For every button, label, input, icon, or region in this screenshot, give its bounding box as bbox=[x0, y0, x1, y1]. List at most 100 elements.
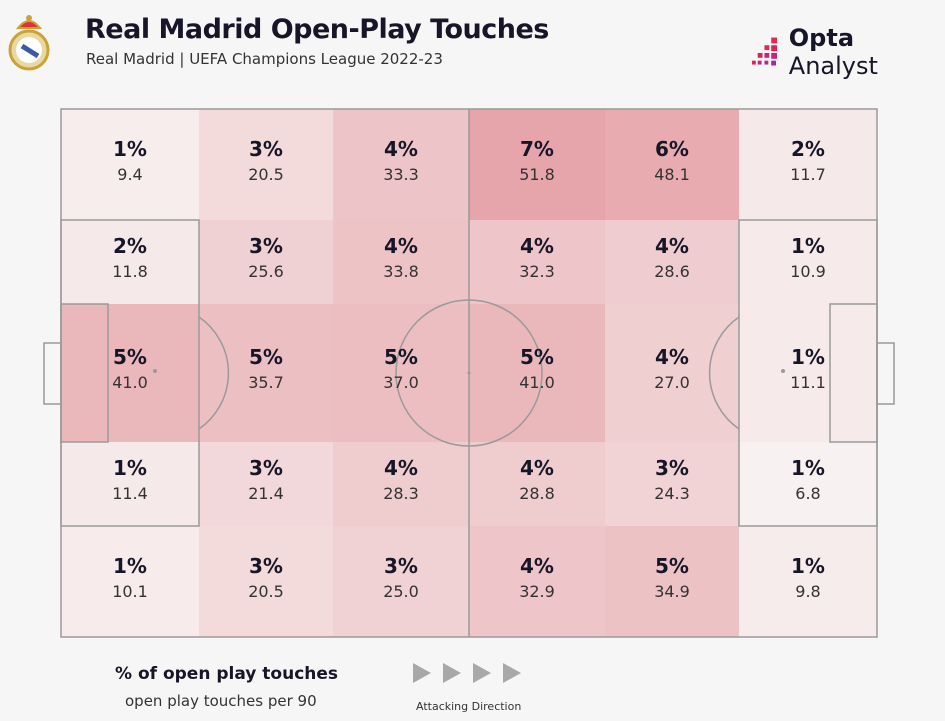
cell-percent: 2% bbox=[791, 136, 825, 161]
cell-per90: 24.3 bbox=[654, 484, 690, 503]
heatmap-cell bbox=[739, 109, 877, 220]
heatmap-cell bbox=[333, 109, 469, 220]
heatmap-cell-label: 5% 41.0 bbox=[62, 345, 198, 392]
cell-per90: 25.0 bbox=[383, 581, 419, 601]
cell-percent: 5% bbox=[520, 345, 554, 369]
heatmap-cell-label: 1% 11.1 bbox=[740, 345, 876, 392]
legend-secondary: open play touches per 90 bbox=[125, 692, 317, 710]
cell-percent: 4% bbox=[384, 456, 418, 480]
heatmap-cell bbox=[739, 220, 877, 304]
heatmap-cell bbox=[333, 442, 469, 526]
cell-percent: 6% bbox=[655, 136, 689, 161]
cell-percent: 4% bbox=[520, 456, 554, 480]
cell-per90: 51.8 bbox=[519, 164, 555, 184]
heatmap-cell-label: 5% 41.0 bbox=[469, 345, 605, 392]
cell-percent: 5% bbox=[249, 345, 283, 369]
cell-percent: 1% bbox=[113, 136, 147, 161]
heatmap-cell bbox=[199, 109, 333, 220]
cell-per90: 32.9 bbox=[519, 581, 555, 601]
cell-percent: 1% bbox=[113, 456, 147, 480]
opta-pixel-icon bbox=[751, 37, 777, 66]
heatmap-cell-label: 3% 25.6 bbox=[198, 234, 334, 281]
cell-percent: 3% bbox=[249, 136, 283, 161]
cell-per90: 25.6 bbox=[248, 262, 284, 281]
cell-per90: 20.5 bbox=[248, 164, 284, 184]
cell-per90: 11.4 bbox=[112, 484, 148, 503]
cell-percent: 1% bbox=[791, 456, 825, 480]
heatmap-cell-label: 6% 48.1 bbox=[604, 137, 740, 184]
cell-per90: 28.6 bbox=[654, 262, 690, 281]
heatmap-cell-label: 3% 24.3 bbox=[604, 456, 740, 503]
cell-per90: 6.8 bbox=[795, 484, 821, 503]
heatmap-cell bbox=[333, 220, 469, 304]
cell-percent: 3% bbox=[655, 456, 689, 480]
heatmap-cell bbox=[199, 220, 333, 304]
cell-per90: 28.8 bbox=[519, 484, 555, 503]
cell-percent: 1% bbox=[113, 553, 147, 578]
heatmap-cell-label: 1% 9.8 bbox=[740, 554, 876, 601]
cell-percent: 1% bbox=[791, 234, 825, 258]
left-penalty-spot bbox=[153, 369, 157, 373]
cell-per90: 41.0 bbox=[112, 373, 148, 392]
heatmap-cell bbox=[605, 526, 739, 637]
arrow-right-icon bbox=[503, 663, 521, 683]
heatmap-cell bbox=[199, 526, 333, 637]
cell-percent: 4% bbox=[384, 136, 418, 161]
heatmap-cell bbox=[605, 220, 739, 304]
right-goal bbox=[876, 342, 895, 405]
cell-percent: 5% bbox=[655, 553, 689, 578]
heatmap-cell-label: 4% 33.3 bbox=[333, 137, 469, 184]
heatmap-cell-label: 5% 34.9 bbox=[604, 554, 740, 601]
cell-per90: 48.1 bbox=[654, 164, 690, 184]
heatmap-cell bbox=[739, 304, 877, 442]
chart-title: Real Madrid Open-Play Touches bbox=[85, 14, 549, 45]
real-madrid-crest-logo bbox=[8, 15, 50, 71]
heatmap-cell-label: 4% 32.9 bbox=[469, 554, 605, 601]
cell-per90: 32.3 bbox=[519, 262, 555, 281]
cell-percent: 4% bbox=[520, 234, 554, 258]
cell-per90: 21.4 bbox=[248, 484, 284, 503]
heatmap-cell-label: 1% 10.9 bbox=[740, 234, 876, 281]
heatmap-cell bbox=[333, 526, 469, 637]
cell-per90: 33.8 bbox=[383, 262, 419, 281]
brand-regular: Analyst bbox=[788, 52, 878, 80]
cell-per90: 9.4 bbox=[117, 164, 143, 184]
heatmap-cell-label: 4% 28.6 bbox=[604, 234, 740, 281]
heatmap-cell bbox=[605, 442, 739, 526]
heatmap-cell bbox=[61, 304, 199, 442]
left-goal bbox=[43, 342, 62, 405]
cell-percent: 4% bbox=[384, 234, 418, 258]
arrow-right-icon bbox=[443, 663, 461, 683]
heatmap-cell bbox=[469, 304, 605, 442]
chart-subtitle: Real Madrid | UEFA Champions League 2022… bbox=[86, 50, 443, 68]
cell-percent: 1% bbox=[791, 553, 825, 578]
pitch-markings bbox=[43, 108, 895, 638]
cell-percent: 4% bbox=[655, 345, 689, 369]
brand-bold: Opta bbox=[788, 24, 855, 52]
heatmap-cell bbox=[61, 109, 199, 220]
legend-primary: % of open play touches bbox=[115, 664, 339, 684]
cell-per90: 11.8 bbox=[112, 262, 148, 281]
heatmap-cell-label: 4% 33.8 bbox=[333, 234, 469, 281]
cell-percent: 5% bbox=[113, 345, 147, 369]
heatmap-cell-label: 3% 20.5 bbox=[198, 554, 334, 601]
cell-per90: 41.0 bbox=[519, 373, 555, 392]
cell-percent: 3% bbox=[249, 553, 283, 578]
cell-percent: 7% bbox=[520, 136, 554, 161]
heatmap-cell-label: 1% 11.4 bbox=[62, 456, 198, 503]
cell-per90: 27.0 bbox=[654, 373, 690, 392]
cell-per90: 34.9 bbox=[654, 581, 690, 601]
arrow-right-icon bbox=[413, 663, 431, 683]
opta-analyst-logo: Opta Analyst bbox=[750, 24, 945, 80]
heatmap-cell-label: 7% 51.8 bbox=[469, 137, 605, 184]
cell-per90: 33.3 bbox=[383, 164, 419, 184]
cell-per90: 37.0 bbox=[383, 373, 419, 392]
center-circle bbox=[395, 299, 543, 447]
heatmap-cell bbox=[739, 442, 877, 526]
heatmap-cell bbox=[61, 220, 199, 304]
heatmap-cell bbox=[199, 442, 333, 526]
heatmap-cell bbox=[469, 526, 605, 637]
heatmap-cell-label: 4% 28.8 bbox=[469, 456, 605, 503]
cell-percent: 3% bbox=[249, 234, 283, 258]
heatmap-cell-label: 5% 37.0 bbox=[333, 345, 469, 392]
